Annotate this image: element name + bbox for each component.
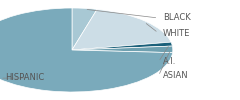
- Wedge shape: [0, 8, 173, 92]
- Text: WHITE: WHITE: [163, 28, 191, 38]
- Wedge shape: [72, 8, 97, 50]
- Text: HISPANIC: HISPANIC: [5, 74, 44, 82]
- Wedge shape: [72, 46, 173, 53]
- Wedge shape: [72, 42, 172, 50]
- Text: BLACK: BLACK: [163, 14, 191, 22]
- Text: ASIAN: ASIAN: [163, 72, 189, 80]
- Wedge shape: [72, 9, 171, 50]
- Text: A.I.: A.I.: [163, 57, 177, 66]
